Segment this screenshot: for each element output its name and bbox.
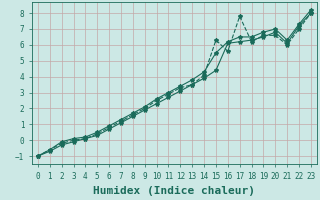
X-axis label: Humidex (Indice chaleur): Humidex (Indice chaleur) <box>93 186 255 196</box>
